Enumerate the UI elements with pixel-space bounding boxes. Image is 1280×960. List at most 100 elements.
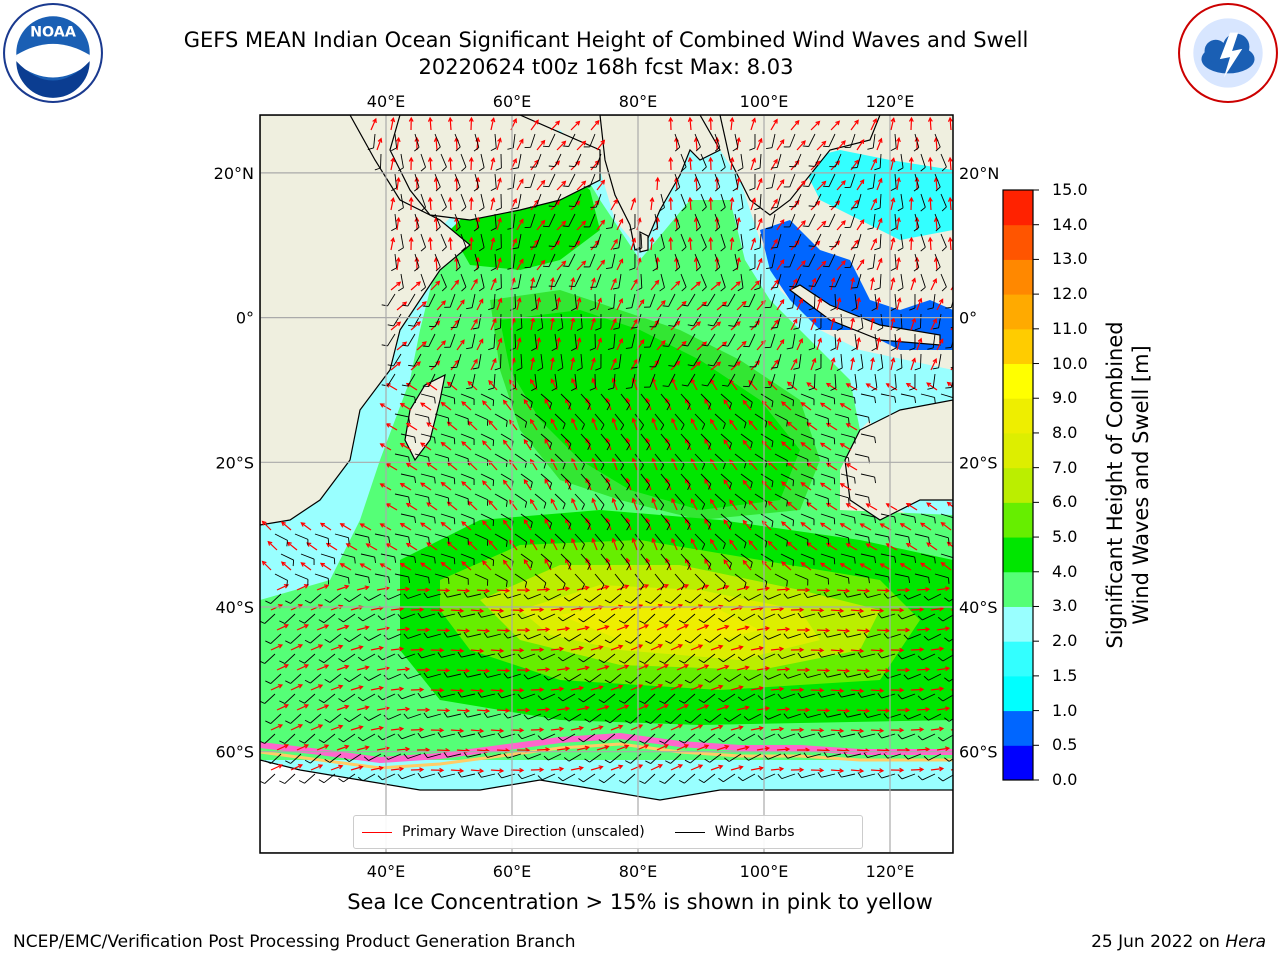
wind-barb-flag [625,387,632,389]
wind-barb-staff [400,513,415,518]
wind-barb-flag [928,537,930,544]
wind-barb-staff [680,193,687,208]
wave-arrow [886,383,898,391]
wind-barb-staff [434,173,441,188]
wind-barb-staff [440,153,447,168]
wave-arrow [830,160,840,171]
wind-barb-staff [420,433,435,438]
wind-barb-flag [606,444,611,451]
wind-barb-flag [497,772,502,779]
wave-arrow-head [865,503,871,508]
wind-barb-staff [609,633,622,644]
wave-arrow-head [571,537,576,544]
wave-arrow [550,120,560,131]
wave-arrow [896,298,901,311]
wave-arrow-head [427,196,433,202]
wind-barb-staff [847,673,862,678]
wind-barb-flag [851,307,858,312]
wind-barb-flag [652,267,659,272]
wave-arrow [860,523,872,531]
wind-barb-flag [754,167,761,171]
wave-arrow [536,180,546,191]
wind-barb-staff [329,593,342,603]
wind-barb-staff [554,533,566,544]
wind-barb-staff [594,533,605,545]
wave-arrow-head [845,628,851,634]
wave-arrow [710,645,723,651]
wind-barb-staff [808,173,816,187]
wind-barb-staff [771,213,776,228]
wind-barb-staff [574,493,585,505]
wave-arrow-head [925,586,931,592]
wind-barb-flag [495,287,502,291]
wave-arrow-head [402,341,408,347]
wave-arrow-head [821,260,827,266]
wave-arrow [906,503,918,511]
wave-arrow-head [899,647,905,653]
wave-arrow [910,358,916,371]
wave-arrow-head [806,382,812,387]
wind-barb-flag [708,523,712,530]
wave-arrow-head [459,688,465,694]
wave-arrow [556,298,560,311]
wind-barb-flag [729,563,733,569]
wave-arrow-head [530,538,535,544]
wind-barb-flag [625,760,631,764]
wind-barb-staff [454,453,469,460]
wind-barb-flag [604,719,611,724]
wave-arrow [929,157,932,171]
wind-barb-staff [794,273,802,287]
wave-arrow-head [492,317,497,323]
wave-arrow-head [774,359,779,365]
legend-wind-barbs: Wind Barbs [674,824,795,840]
wave-arrow [430,281,440,291]
wind-barb-staff [961,514,974,519]
wave-arrow [281,521,292,531]
wind-barb-flag [890,347,897,352]
wave-arrow [570,358,575,371]
wind-barb-flag [414,227,420,232]
wind-barb-staff [611,213,616,228]
wave-arrow-head [925,626,931,632]
wind-barb-staff [694,493,706,505]
wind-barb-flag [318,699,325,704]
wind-barb-flag [403,633,409,639]
wind-barb-staff [660,193,665,208]
wind-barb-staff [834,573,849,579]
wave-arrow [436,300,446,311]
wave-arrow-head [479,648,485,654]
wind-barb-staff [955,254,960,267]
wave-arrow [490,729,504,732]
wave-arrow-head [792,358,798,364]
wind-barb-flag [771,481,774,488]
wave-arrow-head [879,563,885,568]
wave-arrow-head [708,236,714,242]
wind-barb-staff [535,233,542,248]
wave-arrow [729,419,738,431]
wave-arrow-head [698,764,704,769]
wind-barb-staff [343,733,356,743]
wind-barb-staff [894,373,897,388]
wind-barb-staff [787,753,802,759]
wind-barb-staff [728,593,742,602]
wave-arrow-head [742,399,748,405]
wind-barb-staff [589,713,602,723]
wind-barb-staff [618,233,622,248]
wave-arrow-head [581,220,587,226]
wind-barb-staff [574,573,585,585]
wave-arrow [590,766,603,771]
wind-barb-staff [600,513,611,526]
wave-arrow-head [485,668,491,674]
wave-arrow [689,117,692,131]
wind-barb-staff [420,273,426,288]
wave-arrow-head [920,562,926,568]
wave-arrow [490,238,495,251]
wind-barb-flag [851,387,858,392]
wind-barb-staff [872,133,876,148]
wave-arrow-head [786,421,792,427]
wind-barb-staff [860,513,875,518]
wave-arrow-head [297,724,304,729]
wave-arrow [806,542,818,551]
wind-barb-staff [690,593,702,604]
wave-arrow [776,259,785,271]
